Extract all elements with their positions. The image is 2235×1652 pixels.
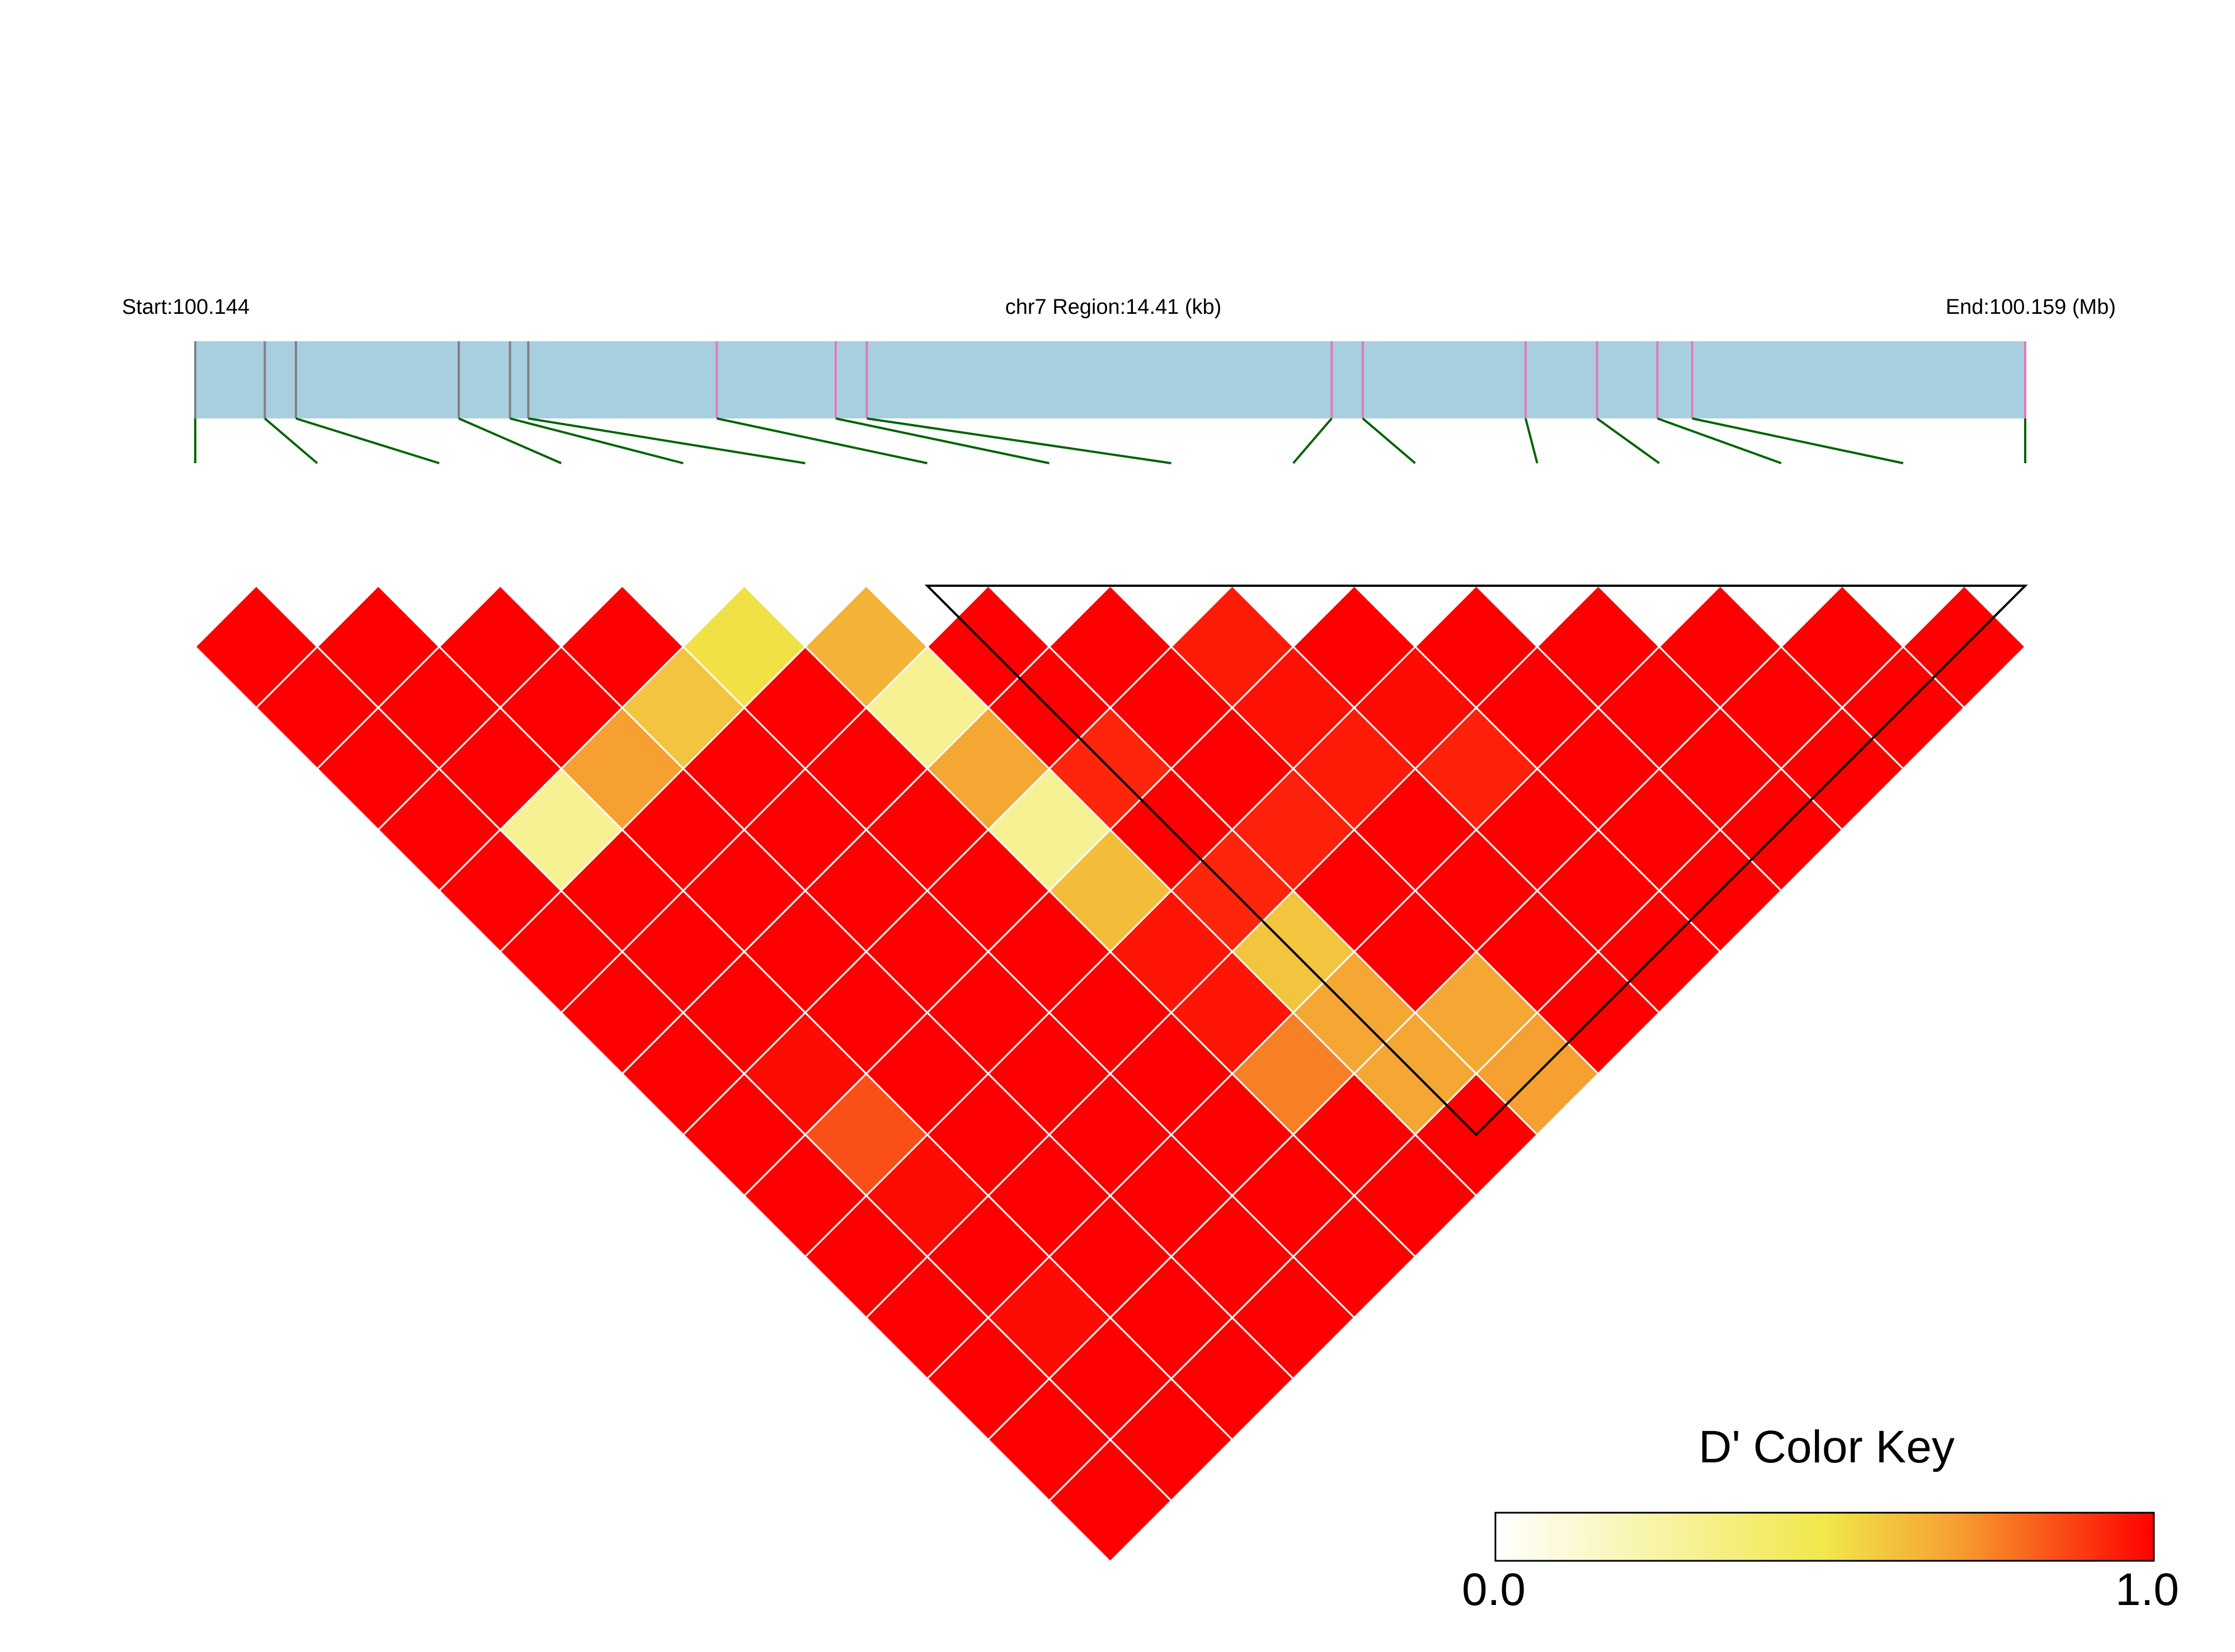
snp-connector	[510, 417, 684, 464]
ld-block-outline	[924, 585, 2028, 1137]
snp-connector	[1596, 417, 1660, 464]
region-end-label: End:100.159 (Mb)	[1945, 295, 2116, 319]
snp-track-bar	[195, 341, 2025, 418]
snp-connector	[1362, 417, 1416, 464]
color-key-min-label: 0.0	[1462, 1564, 1526, 1615]
snp-position-lines	[194, 341, 2026, 418]
region-title-label: chr7 Region:14.41 (kb)	[1005, 295, 1222, 319]
snp-connector	[1292, 417, 1333, 464]
ld-block-triangle	[924, 585, 2028, 1137]
snp-connector	[1524, 418, 1538, 464]
color-key-title: D' Color Key	[1698, 1422, 1955, 1472]
snp-connector	[295, 417, 440, 464]
snp-connector	[264, 417, 318, 464]
color-key-bar	[1494, 1512, 2155, 1562]
ld-cell	[1048, 1438, 1173, 1563]
snp-connector-lines	[194, 417, 2026, 464]
color-key-max-label: 1.0	[2115, 1564, 2179, 1615]
ld-cells	[194, 584, 2027, 1563]
snp-connector	[716, 417, 928, 464]
snp-connector	[458, 417, 562, 464]
snp-connector	[1657, 417, 1782, 464]
region-start-label: Start:100.144	[122, 295, 250, 319]
snp-connector	[867, 417, 1171, 464]
snp-connector	[528, 417, 806, 464]
snp-connector	[835, 417, 1050, 464]
snp-connector	[1692, 417, 1904, 464]
